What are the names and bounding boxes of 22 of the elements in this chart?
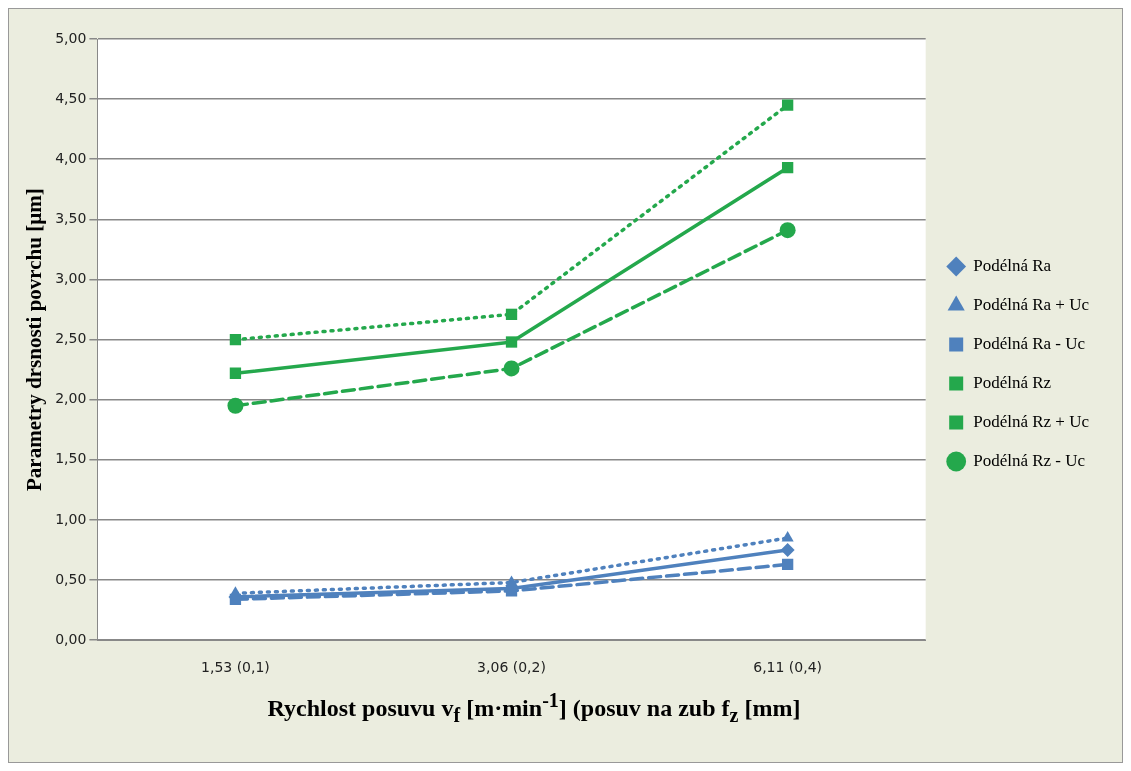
y-tick-label: 2,50 xyxy=(55,330,87,347)
y-tick-label: 3,50 xyxy=(55,210,87,226)
x-axis-title: Rychlost posuvu v$_{f}$ [m·min$^{-1}$] (posuv na zub f$_{z}$ [mm] xyxy=(266,689,802,727)
legend-label: Podélná Ra + Uc xyxy=(973,294,1090,314)
y-tick-label: 0,00 xyxy=(55,630,87,647)
y-tick-label: 1,50 xyxy=(55,450,87,467)
legend-label: Podélná Rz - Uc xyxy=(973,450,1086,470)
y-tick-label: 1,00 xyxy=(55,510,87,527)
y-tick-label: 5,00 xyxy=(55,29,87,46)
y-tick-label: 4,50 xyxy=(55,89,87,106)
y-tick-label: 0,50 xyxy=(55,570,87,587)
y-tick-label: 4,00 xyxy=(55,149,87,166)
legend-label: Podélná Ra - Uc xyxy=(973,333,1086,353)
legend-label: Podélná Rz xyxy=(973,372,1052,392)
legend-label: Podélná Ra xyxy=(973,255,1052,275)
x-tick-label: 6,11 (0,4) xyxy=(753,659,823,676)
y-tick-label: 2,00 xyxy=(55,390,87,407)
legend-label: Podélná Rz + Uc xyxy=(973,411,1090,431)
y-axis-title: Parametry drsnosti povrchu [µm] xyxy=(22,188,47,491)
x-tick-label: 3,06 (0,2) xyxy=(477,659,546,676)
y-tick-label: 3,00 xyxy=(55,270,87,287)
x-tick-label: 1,53 (0,1) xyxy=(201,659,270,676)
